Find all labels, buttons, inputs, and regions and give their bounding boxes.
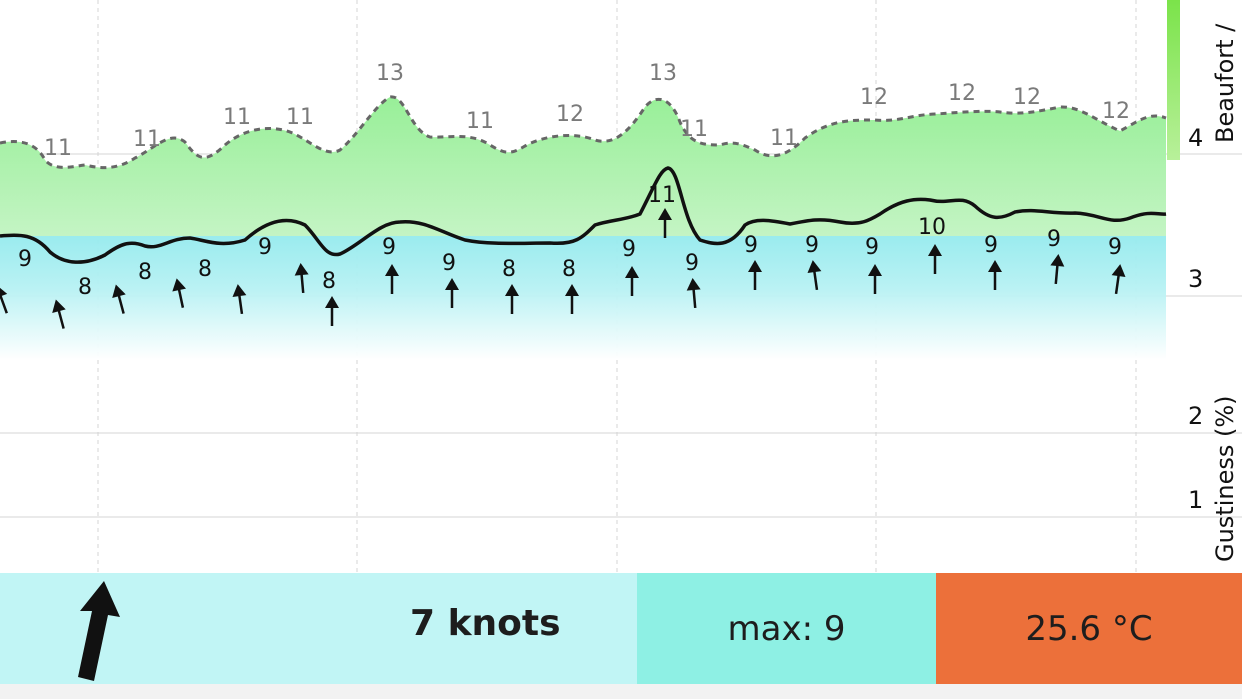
arrow-up-icon bbox=[294, 263, 309, 294]
wind-speed-panel[interactable]: 7 knots bbox=[0, 573, 637, 684]
wind-label: 8 bbox=[562, 257, 576, 282]
gust-label: 13 bbox=[649, 61, 677, 86]
arrow-up-icon bbox=[625, 266, 639, 296]
wind-label: 9 bbox=[1108, 235, 1122, 260]
y-tick-label: 1 bbox=[1188, 486, 1203, 514]
wind-labels: 9 8 8 8 9 8 9 9 8 8 9 11 9 9 9 9 10 9 9 … bbox=[18, 183, 1122, 300]
max-wind-value: max: 9 bbox=[727, 608, 846, 649]
arrow-up-icon bbox=[232, 284, 247, 315]
gust-label: 12 bbox=[1102, 99, 1130, 124]
wind-label: 9 bbox=[984, 233, 998, 258]
arrow-up-icon bbox=[112, 284, 126, 314]
wind-label: 8 bbox=[78, 275, 92, 300]
wind-direction-arrows bbox=[0, 208, 1126, 329]
wind-label: 10 bbox=[918, 215, 946, 240]
max-wind-panel[interactable]: max: 9 bbox=[637, 573, 936, 684]
y-tick-label: 4 bbox=[1188, 124, 1203, 152]
arrow-up-icon bbox=[0, 284, 8, 314]
wind-area bbox=[0, 200, 1166, 360]
wind-label: 9 bbox=[622, 237, 636, 262]
wind-label: 9 bbox=[382, 235, 396, 260]
gust-label: 11 bbox=[223, 105, 251, 130]
gust-label: 11 bbox=[770, 126, 798, 151]
wind-label: 11 bbox=[648, 183, 676, 208]
gust-label: 11 bbox=[466, 109, 494, 134]
gust-label: 12 bbox=[556, 102, 584, 127]
temperature-panel[interactable]: 25.6 °C bbox=[936, 573, 1242, 684]
arrow-up-icon bbox=[988, 260, 1002, 290]
wind-label: 9 bbox=[685, 251, 699, 276]
wind-chart-area[interactable]: 11 11 11 11 13 11 12 13 11 11 12 12 12 1… bbox=[0, 0, 1242, 573]
y-axis-title-gustiness: Gustiness (%) bbox=[1211, 395, 1239, 562]
wind-label: 8 bbox=[138, 260, 152, 285]
arrow-up-icon bbox=[1050, 254, 1065, 285]
arrow-up-icon bbox=[658, 208, 672, 238]
arrow-up-icon bbox=[52, 299, 66, 329]
beaufort-color-bar bbox=[1167, 0, 1180, 160]
y-axis: 4 3 2 1 Gustiness (%) Beaufort / bbox=[1188, 23, 1239, 562]
arrow-up-icon bbox=[78, 581, 120, 681]
wind-label: 9 bbox=[1047, 227, 1061, 252]
gust-label: 12 bbox=[860, 85, 888, 110]
wind-label: 8 bbox=[502, 257, 516, 282]
gust-label: 11 bbox=[286, 105, 314, 130]
wind-label: 9 bbox=[805, 233, 819, 258]
arrow-up-icon bbox=[505, 284, 519, 314]
wind-label: 8 bbox=[322, 269, 336, 294]
wind-label: 9 bbox=[18, 247, 32, 272]
arrow-up-icon bbox=[868, 264, 882, 294]
arrow-up-icon bbox=[928, 244, 942, 274]
y-tick-label: 2 bbox=[1188, 402, 1203, 430]
gust-line bbox=[0, 95, 1167, 170]
gust-label: 11 bbox=[680, 117, 708, 142]
arrow-up-icon bbox=[385, 264, 399, 294]
gust-label: 11 bbox=[44, 136, 72, 161]
wind-summary-bar: 7 knots max: 9 25.6 °C bbox=[0, 573, 1242, 684]
arrow-up-icon bbox=[807, 260, 822, 291]
wind-line bbox=[0, 166, 1167, 264]
temperature-value: 25.6 °C bbox=[1025, 608, 1153, 649]
wind-label: 9 bbox=[744, 233, 758, 258]
y-tick-label: 3 bbox=[1188, 265, 1203, 293]
arrow-up-icon bbox=[445, 278, 459, 308]
bottom-strip bbox=[0, 684, 1242, 699]
arrow-up-icon bbox=[172, 278, 187, 308]
gust-label: 12 bbox=[948, 81, 976, 106]
wind-label: 9 bbox=[442, 251, 456, 276]
arrow-up-icon bbox=[686, 278, 701, 309]
wind-chart: 11 11 11 11 13 11 12 13 11 11 12 12 12 1… bbox=[0, 0, 1242, 573]
gust-label: 12 bbox=[1013, 85, 1041, 110]
gust-labels: 11 11 11 11 13 11 12 13 11 11 12 12 12 1… bbox=[44, 61, 1130, 161]
wind-label: 8 bbox=[198, 257, 212, 282]
wind-speed-value: 7 knots bbox=[410, 603, 561, 644]
gust-area bbox=[0, 96, 1166, 236]
wind-label: 9 bbox=[865, 235, 879, 260]
y-axis-title-beaufort: Beaufort / bbox=[1211, 23, 1239, 143]
arrow-up-icon bbox=[325, 296, 339, 326]
wind-label: 9 bbox=[258, 235, 272, 260]
gust-label: 13 bbox=[376, 61, 404, 86]
gust-label: 11 bbox=[133, 127, 161, 152]
arrow-up-icon bbox=[565, 284, 579, 314]
arrow-up-icon bbox=[748, 260, 762, 290]
arrow-up-icon bbox=[1111, 264, 1126, 295]
